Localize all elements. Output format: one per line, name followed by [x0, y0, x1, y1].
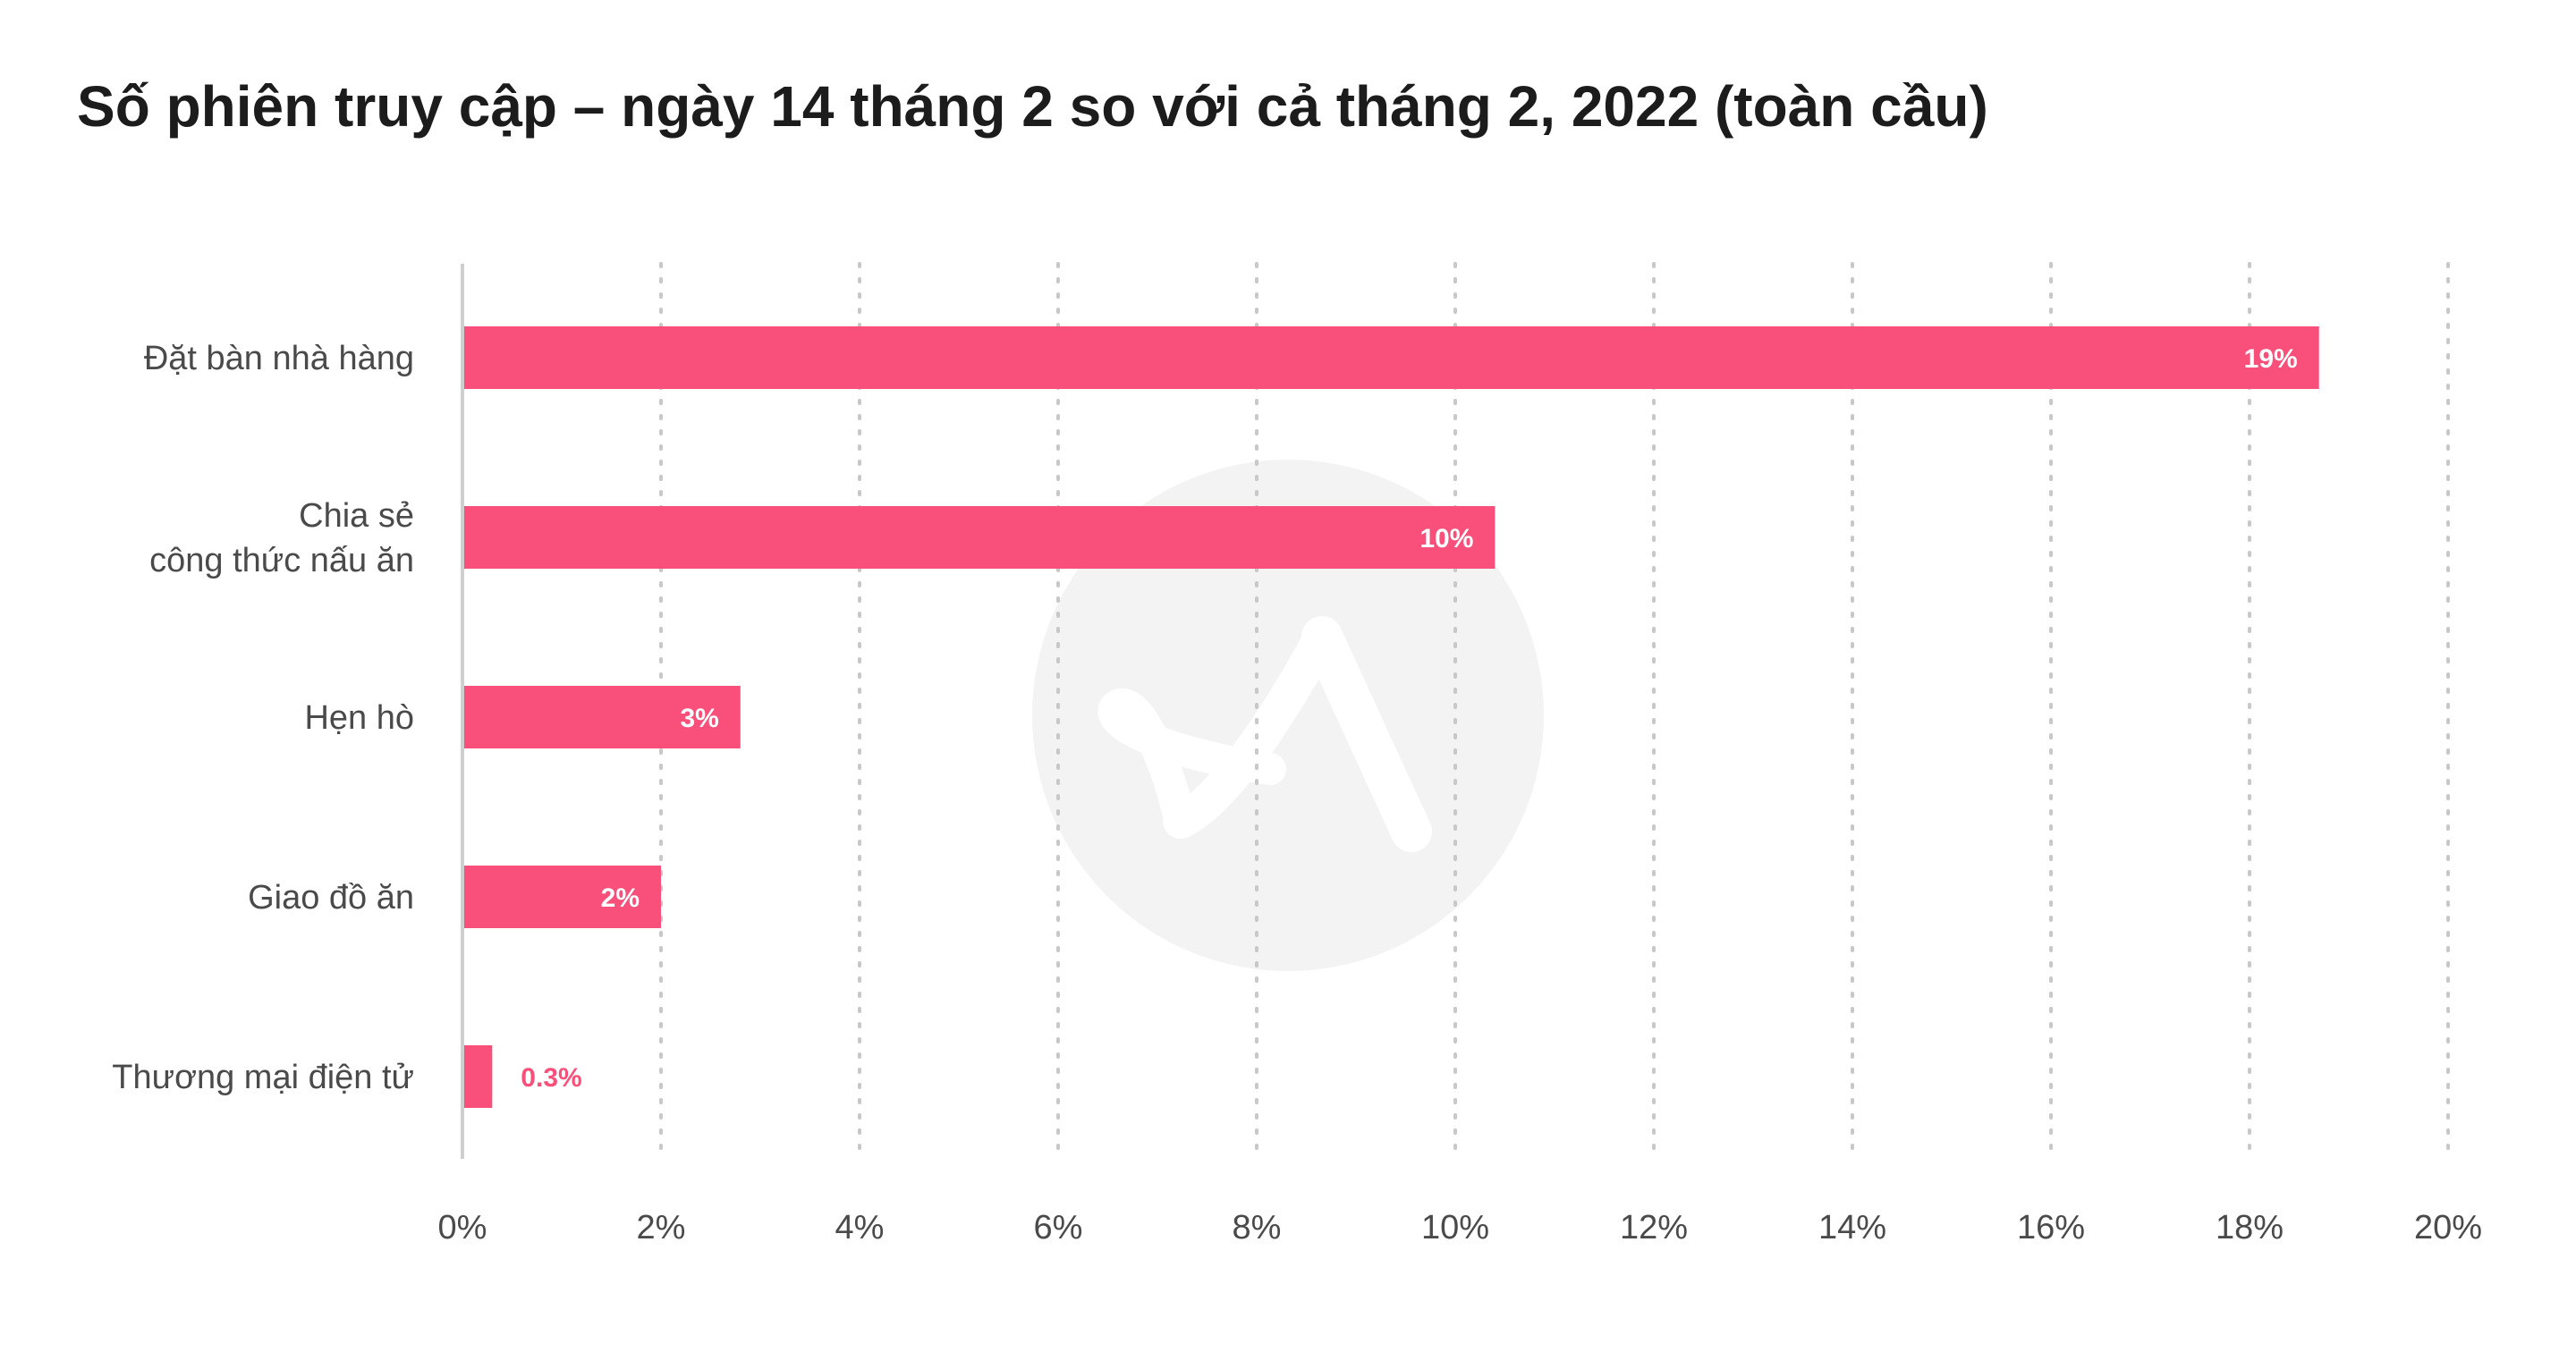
category-label: Đặt bàn nhà hàng — [144, 340, 414, 377]
chart-title: Số phiên truy cập – ngày 14 tháng 2 so v… — [77, 74, 1988, 139]
category-label: công thức nấu ăn — [149, 542, 414, 579]
category-label: Chia sẻ — [299, 497, 414, 535]
x-tick-label: 4% — [835, 1209, 885, 1246]
bar — [464, 326, 2319, 389]
data-label: 0.3% — [521, 1063, 581, 1093]
bar — [464, 866, 661, 928]
x-tick-labels: 0% 2% 4% 6% 8% 10% 12% 14% 16% 18% 20% — [438, 1209, 2482, 1246]
x-tick-label: 6% — [1034, 1209, 1083, 1246]
x-tick-label: 10% — [1421, 1209, 1489, 1246]
x-tick-label: 12% — [1620, 1209, 1688, 1246]
x-tick-label: 20% — [2414, 1209, 2482, 1246]
x-tick-label: 0% — [438, 1209, 487, 1246]
x-tick-label: 14% — [1818, 1209, 1886, 1246]
data-label: 19% — [2244, 344, 2298, 374]
grid-lines — [659, 262, 2450, 1161]
x-tick-label: 8% — [1233, 1209, 1282, 1246]
data-label: 10% — [1419, 524, 1473, 553]
brand-logo-watermark-icon — [1032, 460, 1544, 971]
bars: 19% 10% 3% 2% 0.3% — [464, 326, 2319, 1108]
category-labels: Đặt bàn nhà hàng Chia sẻ công thức nấu ăn H… — [112, 340, 414, 1096]
bar — [464, 1045, 493, 1108]
x-tick-label: 16% — [2017, 1209, 2085, 1246]
category-label: Giao đồ ăn — [248, 879, 414, 917]
data-label: 2% — [601, 883, 640, 913]
data-label: 3% — [680, 704, 718, 733]
category-label: Thương mại điện tử — [112, 1059, 414, 1096]
bar — [464, 686, 741, 748]
category-label: Hẹn hò — [304, 699, 414, 737]
bar — [464, 506, 1496, 569]
x-tick-label: 2% — [637, 1209, 686, 1246]
x-tick-label: 18% — [2216, 1209, 2284, 1246]
